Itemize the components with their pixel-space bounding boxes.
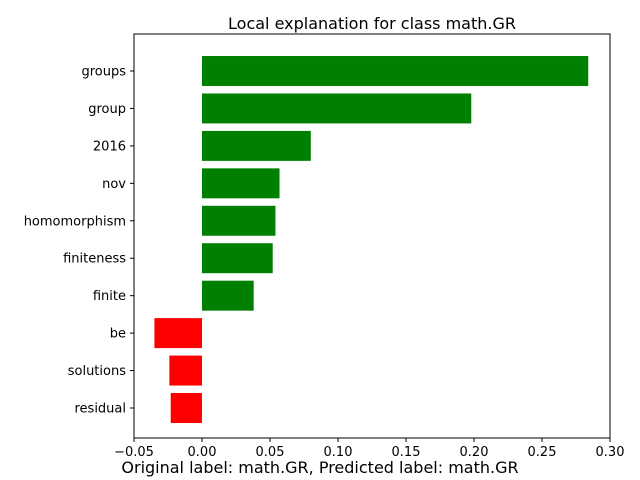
y-tick-label: 2016 [93,139,126,154]
y-tick-label: group [88,102,126,117]
plot-frame [133,33,611,439]
bar-finite [202,280,254,311]
bars-group [154,56,589,423]
bar-2016 [202,130,311,161]
y-tick-label: groups [81,65,126,80]
bar-group [202,93,472,124]
label-caption: Original label: math.GR, Predicted label… [121,458,519,477]
bar-finiteness [202,243,273,274]
x-tick-label: 0.30 [596,445,625,460]
chart-title: Local explanation for class math.GR [228,14,516,33]
x-tick-label: 0.05 [256,445,285,460]
bar-be [154,318,202,349]
y-tick-label: finite [93,289,126,304]
x-tick-label: 0.25 [528,445,557,460]
y-tick-label: solutions [68,364,126,379]
bar-nov [202,168,280,199]
bar-groups [202,56,589,86]
bar-residual [170,393,202,423]
bar-homomorphism [202,205,276,236]
y-axis-ticks: groups group 2016 nov homomorphism finiteness… [24,65,134,417]
x-tick-label: −0.05 [114,445,154,460]
y-tick-label: homomorphism [24,214,126,229]
y-tick-label: finiteness [63,252,126,267]
x-tick-label: 0.00 [188,445,217,460]
x-tick-label: 0.20 [460,445,489,460]
x-axis-ticks: −0.05 0.00 0.05 0.10 0.15 0.20 0.25 0.30 [114,438,624,460]
y-tick-label: be [110,327,126,342]
y-tick-label: residual [74,402,126,417]
x-tick-label: 0.15 [392,445,421,460]
bar-solutions [169,355,202,386]
y-tick-label: nov [102,177,126,192]
x-tick-label: 0.10 [324,445,353,460]
